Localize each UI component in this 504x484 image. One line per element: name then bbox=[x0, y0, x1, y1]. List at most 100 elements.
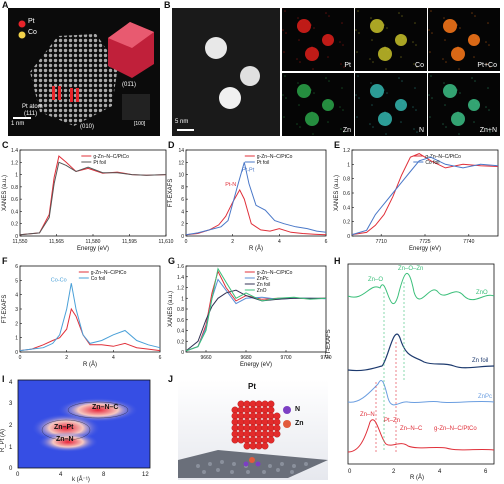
pt-atom bbox=[237, 436, 245, 444]
y-tick-label: 14 bbox=[178, 148, 184, 154]
y-tick-label: 8 bbox=[181, 185, 184, 191]
pt-atom bbox=[243, 442, 251, 450]
panel-letter-h: H bbox=[334, 256, 341, 266]
map-label: N bbox=[418, 127, 424, 134]
chart-e: 7710 7725 7740 0 0.2 0.4 0.6 0.8 1 1.2 g-Zn–N–C/Pt… bbox=[334, 148, 499, 252]
i-ann-znnc: Zn–N–C bbox=[92, 404, 119, 411]
svg-text:0: 0 bbox=[348, 469, 352, 475]
pt-atom bbox=[231, 430, 239, 438]
y-axis-label: XANES (a.u.) bbox=[334, 175, 340, 211]
pt-atom bbox=[267, 406, 275, 414]
x-tick-label: 4 bbox=[278, 239, 281, 245]
y-axis-label: XANES (a.u.) bbox=[168, 291, 174, 327]
j-legend-n: N bbox=[295, 406, 301, 413]
h-ann-sample: g-Zn–N–C/PtCo bbox=[434, 426, 477, 432]
y-tick-label: 0.6 bbox=[11, 197, 18, 203]
label-111: (111) bbox=[24, 111, 38, 117]
legend-label: g-Zn–N–C/PtCo bbox=[93, 154, 129, 160]
y-tick-label: 1.6 bbox=[177, 264, 184, 270]
y-tick-label: 0.6 bbox=[177, 318, 184, 324]
x-tick-label: 11,565 bbox=[49, 239, 64, 245]
h-ann-znozn: Zn–O–Zn bbox=[398, 266, 424, 272]
pt-atom bbox=[249, 406, 257, 414]
series-line-0 bbox=[19, 307, 161, 352]
series-line-1 bbox=[351, 156, 499, 236]
svg-text:3: 3 bbox=[9, 401, 13, 407]
pt-atom bbox=[261, 406, 269, 414]
panel-letter-c: C bbox=[2, 140, 9, 150]
j-title: Pt bbox=[248, 382, 256, 391]
legend-label: g-Zn–N–C/PtCo bbox=[257, 270, 293, 276]
y-tick-label: 1.4 bbox=[11, 148, 18, 154]
j-legend-zn: Zn bbox=[295, 420, 304, 427]
y-tick-label: 0.4 bbox=[11, 209, 18, 215]
y-tick-label: 1 bbox=[181, 296, 184, 302]
map-label: Zn+N bbox=[479, 127, 497, 134]
panel-j-model: Pt N Zn bbox=[178, 380, 328, 480]
chart-g: 9660 9680 9700 9720 0 0.2 0.4 0.6 0.8 1 1.2 1.4 1.6 g… bbox=[168, 264, 332, 368]
svg-text:0: 0 bbox=[9, 466, 13, 472]
map-n: N bbox=[355, 73, 427, 136]
x-axis-label: Energy (eV) bbox=[240, 362, 272, 368]
label-100: [100] bbox=[134, 121, 146, 127]
pt-atom bbox=[273, 418, 281, 426]
label-01-1: (01̄1) bbox=[122, 82, 137, 88]
pt-atom bbox=[261, 442, 269, 450]
legend-label: ZnPc bbox=[257, 276, 269, 282]
pt-atom bbox=[237, 412, 245, 420]
series-line-0 bbox=[19, 155, 167, 236]
y-tick-label: 0 bbox=[181, 234, 184, 240]
h-ann-zno-1: Zn–O bbox=[368, 277, 384, 283]
legend-label: Co foil bbox=[91, 276, 105, 282]
pt-atom bbox=[243, 436, 251, 444]
y-tick-label: 0.6 bbox=[343, 191, 350, 197]
y-tick-label: 1.4 bbox=[177, 275, 184, 281]
panel-letter-e: E bbox=[334, 140, 341, 150]
pt-atom bbox=[231, 418, 239, 426]
y-tick-label: 0.2 bbox=[343, 220, 350, 226]
pt-atom bbox=[249, 400, 257, 408]
pt-atom bbox=[249, 418, 257, 426]
y-tick-label: 0.4 bbox=[177, 329, 184, 335]
panel-letter-f: F bbox=[2, 256, 8, 266]
annotation: Pt-Pt bbox=[242, 168, 255, 174]
pt-atom bbox=[273, 430, 281, 438]
label-010: (010) bbox=[80, 124, 95, 130]
y-tick-label: 5 bbox=[15, 278, 18, 284]
y-tick-label: 0.4 bbox=[343, 205, 350, 211]
y-tick-label: 1 bbox=[15, 336, 18, 342]
pt-atom bbox=[243, 430, 251, 438]
y-tick-label: 3 bbox=[15, 307, 18, 313]
pt-atom bbox=[273, 424, 281, 432]
y-tick-label: 0 bbox=[347, 234, 350, 240]
svg-text:8: 8 bbox=[102, 472, 106, 478]
y-tick-label: 4 bbox=[181, 209, 184, 215]
h-ann-znn: Zn–N bbox=[360, 412, 375, 418]
svg-text:4: 4 bbox=[59, 472, 63, 478]
series-line-2 bbox=[185, 289, 326, 352]
pt-atom bbox=[255, 436, 263, 444]
x-tick-label: 9720 bbox=[320, 355, 331, 361]
panel-letter-j: J bbox=[168, 374, 174, 384]
x-axis-label: Energy (eV) bbox=[77, 246, 109, 252]
panel-letter-g: G bbox=[168, 256, 176, 266]
y-tick-label: 0.2 bbox=[11, 222, 18, 228]
legend-zn-dot bbox=[283, 420, 291, 428]
pt-legend-dot bbox=[18, 20, 26, 28]
panel-letter-a: A bbox=[2, 0, 9, 10]
chart-c: 11,550 11,565 11,580 11,595 11,610 0 0.2 0.4 0.6… bbox=[2, 148, 174, 252]
legend-label: g-Zn–N–C/PtCo bbox=[257, 154, 293, 160]
x-tick-label: 11,610 bbox=[159, 239, 174, 245]
pt-atom bbox=[261, 436, 269, 444]
pt-atom bbox=[249, 412, 257, 420]
y-tick-label: 0.8 bbox=[177, 307, 184, 313]
y-tick-label: 2 bbox=[181, 222, 184, 228]
x-tick-label: 9700 bbox=[280, 355, 291, 361]
h-ann-ptzn: Pt–Zn bbox=[384, 418, 401, 424]
y-tick-label: 0 bbox=[15, 350, 18, 356]
y-axis-label: XANES (a.u.) bbox=[2, 175, 8, 211]
panel-b-haadf: 5 nm bbox=[172, 8, 280, 136]
y-tick-label: 0.8 bbox=[343, 177, 350, 183]
pt-atom bbox=[267, 436, 275, 444]
